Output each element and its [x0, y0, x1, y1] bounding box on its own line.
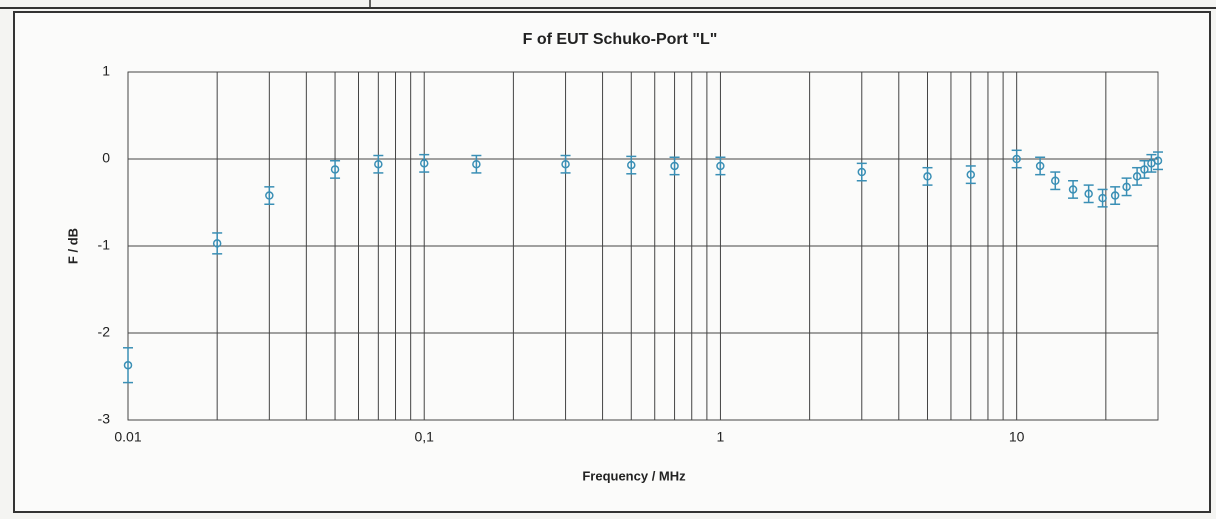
- data-point: [966, 170, 976, 179]
- data-point: [627, 160, 636, 170]
- data-point: [561, 159, 570, 169]
- data-point: [1098, 193, 1107, 203]
- data-point: [212, 239, 222, 248]
- x-tick-label: 0,1: [414, 429, 434, 445]
- data-point: [670, 161, 679, 171]
- data-point: [1035, 161, 1045, 171]
- x-tick-label: 1: [717, 429, 725, 445]
- data-point: [1122, 182, 1131, 192]
- data-point: [374, 159, 383, 169]
- data-point: [1110, 191, 1120, 200]
- data-point: [857, 167, 867, 177]
- data-point: [1068, 185, 1078, 194]
- x-tick-label: 0.01: [114, 429, 141, 445]
- y-tick-label: 1: [102, 63, 110, 79]
- data-point: [330, 165, 340, 174]
- data-point: [472, 159, 481, 169]
- y-tick-label: -2: [98, 324, 111, 340]
- data-point: [1084, 189, 1093, 199]
- x-tick-label: 10: [1009, 429, 1025, 445]
- data-point: [123, 360, 133, 370]
- y-axis-label: F / dB: [65, 228, 80, 264]
- data-point: [1140, 165, 1149, 174]
- data-point: [1132, 172, 1142, 181]
- data-point: [419, 159, 429, 168]
- data-point: [716, 161, 725, 171]
- chart-frame: [13, 11, 1211, 513]
- y-tick-label: -3: [98, 411, 111, 427]
- data-point: [265, 191, 274, 200]
- y-tick-label: -1: [98, 237, 111, 253]
- data-point: [1153, 156, 1163, 165]
- x-axis-label: Frequency / MHz: [582, 468, 686, 483]
- data-point: [923, 172, 932, 181]
- y-tick-label: 0: [102, 150, 110, 166]
- chart-title: F of EUT Schuko-Port "L": [523, 31, 718, 48]
- data-point: [1051, 176, 1060, 185]
- data-point: [1012, 154, 1021, 164]
